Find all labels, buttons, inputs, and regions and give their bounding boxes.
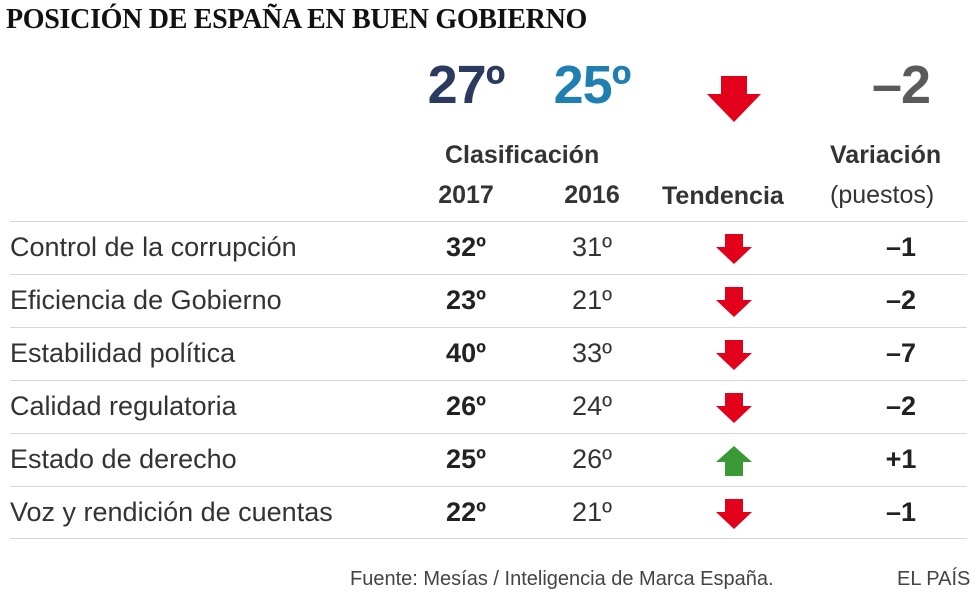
table-row: Estabilidad política 40º 33º –7 bbox=[10, 327, 967, 380]
trend-down-icon bbox=[716, 393, 752, 423]
row-label: Estado de derecho bbox=[10, 444, 237, 474]
row-rank-2016: 21º bbox=[572, 285, 612, 315]
row-label: Estabilidad política bbox=[10, 338, 236, 368]
summary-rank-2017: 27º bbox=[427, 55, 506, 115]
trend-up-icon bbox=[716, 446, 752, 476]
row-variation: +1 bbox=[885, 444, 917, 474]
row-label: Calidad regulatoria bbox=[10, 391, 237, 421]
brand-logo-text: EL PAÍS bbox=[897, 568, 971, 590]
row-rank-2016: 21º bbox=[572, 497, 612, 527]
header-tendencia: Tendencia bbox=[662, 182, 784, 210]
trend-down-icon bbox=[716, 340, 752, 370]
row-rank-2016: 33º bbox=[572, 338, 612, 368]
row-label: Eficiencia de Gobierno bbox=[10, 285, 282, 315]
row-variation: –2 bbox=[885, 285, 917, 315]
header-year-2017: 2017 bbox=[438, 181, 494, 209]
row-rank-2017: 22º bbox=[446, 497, 486, 527]
row-rank-2017: 25º bbox=[446, 444, 486, 474]
row-rank-2016: 31º bbox=[572, 232, 612, 262]
summary-trend-down-icon bbox=[707, 76, 761, 122]
table-row: Estado de derecho 25º 26º +1 bbox=[10, 433, 967, 486]
row-rank-2017: 26º bbox=[446, 391, 486, 421]
row-rank-2017: 40º bbox=[446, 338, 486, 368]
row-variation: –7 bbox=[885, 338, 917, 368]
row-rank-2017: 32º bbox=[446, 232, 486, 262]
trend-down-icon bbox=[716, 287, 752, 317]
trend-down-icon bbox=[716, 499, 752, 529]
row-rank-2016: 26º bbox=[572, 444, 612, 474]
source-note: Fuente: Mesías / Inteligencia de Marca E… bbox=[350, 568, 774, 590]
row-label: Control de la corrupción bbox=[10, 232, 297, 262]
row-variation: –1 bbox=[885, 497, 917, 527]
table-row: Voz y rendición de cuentas 22º 21º –1 bbox=[10, 486, 967, 539]
table-row: Calidad regulatoria 26º 24º –2 bbox=[10, 380, 967, 433]
row-rank-2016: 24º bbox=[572, 391, 612, 421]
header-clasificacion: Clasificación bbox=[445, 141, 600, 169]
ranking-table: Control de la corrupción 32º 31º –1 Eficienc… bbox=[10, 221, 967, 539]
table-row: Eficiencia de Gobierno 23º 21º –2 bbox=[10, 274, 967, 327]
row-variation: –2 bbox=[885, 391, 917, 421]
row-rank-2017: 23º bbox=[446, 285, 486, 315]
header-year-2016: 2016 bbox=[564, 181, 620, 209]
row-variation: –1 bbox=[885, 232, 917, 262]
summary-rank-2016: 25º bbox=[553, 55, 632, 115]
table-row: Control de la corrupción 32º 31º –1 bbox=[10, 221, 967, 274]
chart-title: POSICIÓN DE ESPAÑA EN BUEN GOBIERNO bbox=[6, 4, 587, 35]
row-label: Voz y rendición de cuentas bbox=[10, 497, 333, 527]
header-variacion: Variación bbox=[830, 141, 942, 169]
summary-variation: –2 bbox=[871, 55, 931, 115]
header-puestos: (puestos) bbox=[830, 181, 935, 209]
trend-down-icon bbox=[716, 234, 752, 264]
